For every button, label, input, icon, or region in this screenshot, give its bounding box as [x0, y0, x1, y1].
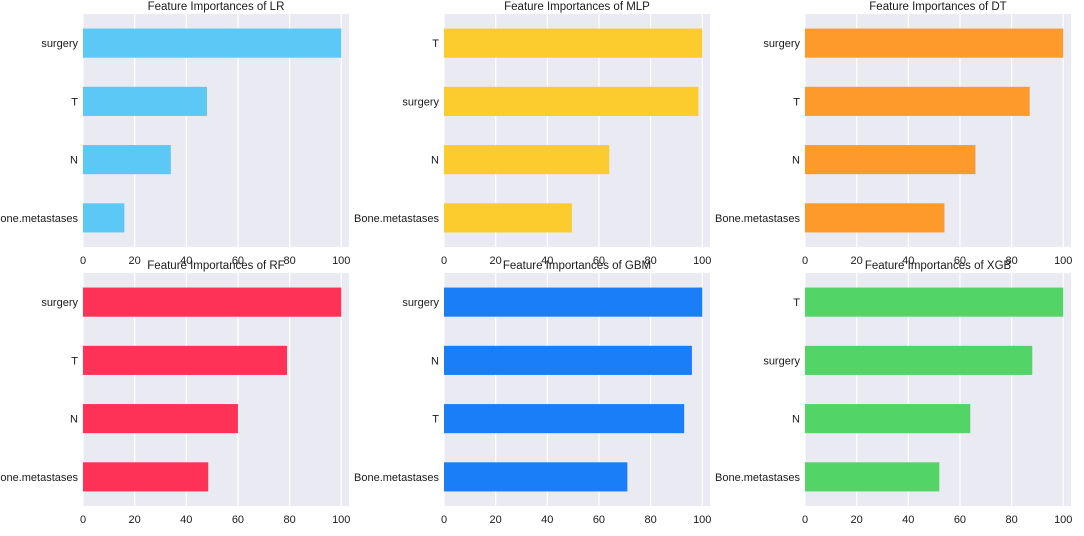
y-tick-label: Bone.metastases [0, 213, 78, 225]
subplot-1: 0 20 40 60 80 100 surgery T N Bone.metastases Feat… [0, 1, 350, 267]
x-tick-label: 100 [1054, 255, 1072, 267]
y-tick-label: T [432, 414, 439, 426]
y-tick-label: T [432, 38, 439, 50]
chart-title: Feature Importances of LR [148, 1, 285, 13]
x-tick-label: 60 [232, 514, 244, 526]
chart-title: Feature Importances of XGB [865, 260, 1012, 272]
subplot-3: 0 20 40 60 80 100 surgery T N Bone.metastases Feat… [715, 1, 1072, 267]
y-tick-label: T [793, 96, 800, 108]
x-tick-label: 100 [693, 255, 711, 267]
x-tick-label: 80 [283, 514, 295, 526]
chart-title: Feature Importances of RF [147, 260, 284, 272]
bar [444, 203, 572, 233]
y-tick-label: T [71, 96, 78, 108]
bar [83, 203, 125, 233]
y-tick-label: N [792, 155, 800, 167]
bar [805, 345, 1033, 375]
x-tick-label: 60 [593, 255, 605, 267]
x-tick-label: 80 [644, 514, 656, 526]
y-tick-label: N [431, 155, 439, 167]
subplot-5: 0 20 40 60 80 100 surgery N T Bone.metastases Feat… [354, 260, 711, 526]
bar [83, 28, 342, 58]
x-tick-label: 20 [851, 255, 863, 267]
x-tick-label: 40 [902, 514, 914, 526]
y-tick-label: surgery [763, 355, 800, 367]
x-tick-label: 100 [693, 514, 711, 526]
x-tick-label: 80 [283, 255, 295, 267]
y-tick-label: Bone.metastases [0, 472, 78, 484]
bar [83, 86, 207, 116]
y-tick-label: surgery [402, 96, 439, 108]
bar [444, 145, 610, 175]
x-tick-label: 60 [954, 255, 966, 267]
bar [805, 86, 1030, 116]
y-tick-label: T [793, 297, 800, 309]
x-tick-label: 0 [80, 514, 86, 526]
x-tick-label: 0 [441, 255, 447, 267]
x-tick-label: 80 [1005, 255, 1017, 267]
y-tick-label: surgery [763, 38, 800, 50]
y-tick-label: N [70, 155, 78, 167]
x-tick-label: 40 [180, 255, 192, 267]
y-tick-label: Bone.metastases [715, 472, 800, 484]
y-tick-label: Bone.metastases [354, 213, 439, 225]
subplot-4: 0 20 40 60 80 100 surgery T N Bone.metastases Feat… [0, 260, 350, 526]
y-tick-label: N [70, 414, 78, 426]
bar [805, 28, 1064, 58]
bar [83, 145, 171, 175]
bar [805, 404, 971, 434]
x-tick-label: 0 [441, 514, 447, 526]
bar [444, 287, 703, 317]
bar [805, 462, 940, 492]
x-tick-label: 80 [1005, 514, 1017, 526]
x-tick-label: 20 [129, 255, 141, 267]
x-tick-label: 20 [490, 514, 502, 526]
x-tick-label: 20 [129, 514, 141, 526]
bar [444, 462, 628, 492]
bar [444, 345, 692, 375]
x-tick-label: 100 [332, 514, 350, 526]
y-tick-label: Bone.metastases [715, 213, 800, 225]
x-tick-label: 60 [954, 514, 966, 526]
y-tick-label: surgery [402, 297, 439, 309]
bar [805, 145, 976, 175]
x-tick-label: 0 [80, 255, 86, 267]
bar [444, 28, 703, 58]
y-tick-label: N [431, 355, 439, 367]
bar [805, 203, 945, 233]
bar [83, 345, 288, 375]
y-tick-label: Bone.metastases [354, 472, 439, 484]
y-tick-label: surgery [41, 38, 78, 50]
y-tick-label: surgery [41, 297, 78, 309]
bar [444, 86, 699, 116]
x-tick-label: 40 [902, 255, 914, 267]
bar [83, 462, 209, 492]
y-tick-label: T [71, 355, 78, 367]
chart-title: Feature Importances of GBM [503, 260, 651, 272]
x-tick-label: 80 [644, 255, 656, 267]
x-tick-label: 60 [232, 255, 244, 267]
x-tick-label: 20 [490, 255, 502, 267]
x-tick-label: 40 [541, 514, 553, 526]
bar [444, 404, 685, 434]
x-tick-label: 100 [1054, 514, 1072, 526]
chart-title: Feature Importances of DT [869, 1, 1006, 13]
x-tick-label: 60 [593, 514, 605, 526]
bar [805, 287, 1064, 317]
x-tick-label: 0 [802, 514, 808, 526]
x-tick-label: 20 [851, 514, 863, 526]
x-tick-label: 40 [180, 514, 192, 526]
bar [83, 404, 238, 434]
bar [83, 287, 342, 317]
x-tick-label: 100 [332, 255, 350, 267]
x-tick-label: 0 [802, 255, 808, 267]
x-tick-label: 40 [541, 255, 553, 267]
y-tick-label: N [792, 414, 800, 426]
chart-title: Feature Importances of MLP [504, 1, 650, 13]
